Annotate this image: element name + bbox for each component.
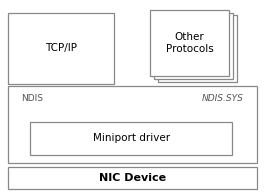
FancyBboxPatch shape: [158, 15, 237, 82]
FancyBboxPatch shape: [30, 122, 232, 155]
FancyBboxPatch shape: [8, 13, 114, 84]
Text: NDIS: NDIS: [21, 94, 43, 103]
FancyBboxPatch shape: [8, 167, 257, 189]
FancyBboxPatch shape: [150, 10, 229, 76]
Text: TCP/IP: TCP/IP: [45, 43, 77, 53]
Text: NDIS.SYS: NDIS.SYS: [202, 94, 244, 103]
FancyBboxPatch shape: [154, 13, 233, 79]
Text: Miniport driver: Miniport driver: [92, 134, 170, 143]
Text: NIC Device: NIC Device: [99, 173, 166, 183]
Text: Other
Protocols: Other Protocols: [166, 32, 213, 54]
FancyBboxPatch shape: [8, 86, 257, 163]
